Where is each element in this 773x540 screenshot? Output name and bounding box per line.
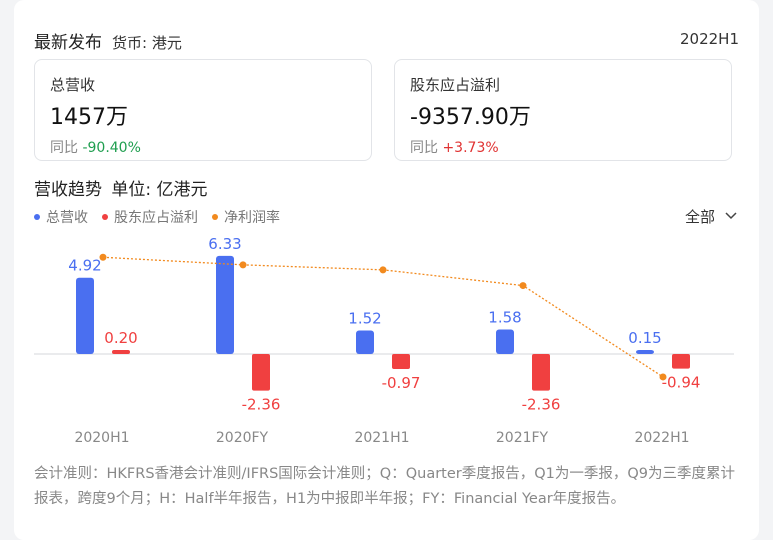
period-filter-dropdown[interactable]: 全部 — [685, 206, 737, 227]
report-period: 2022H1 — [680, 30, 739, 48]
net-margin-line — [102, 256, 664, 378]
legend-dot — [102, 214, 108, 220]
filter-label: 全部 — [684, 208, 715, 226]
profit-data-label: 0.20 — [104, 329, 137, 347]
net-margin-point — [99, 253, 107, 261]
net-margin-point — [379, 266, 387, 274]
revenue-data-label: 1.52 — [348, 309, 381, 327]
trend-title-text: 营收趋势 — [34, 180, 102, 200]
profit-bar — [532, 354, 550, 391]
net-margin-point — [519, 282, 527, 290]
legend-item-margin[interactable]: 净利润率 — [212, 207, 280, 227]
x-tick-label: 2021FY — [496, 430, 549, 446]
revenue-data-label: 1.58 — [488, 309, 521, 327]
chart-legend: 总营收 股东应占溢利 净利润率 — [34, 207, 294, 227]
revenue-data-label: 6.33 — [208, 235, 241, 253]
trend-title: 营收趋势 单位: 亿港元 — [34, 175, 208, 200]
profit-bar — [112, 350, 130, 354]
revenue-bar — [636, 350, 654, 354]
kpi-label: 总营收 — [50, 76, 96, 94]
profit-bar — [392, 354, 410, 370]
legend-item-profit[interactable]: 股东应占溢利 — [102, 207, 198, 227]
profit-data-label: -0.94 — [662, 374, 701, 392]
profit-bar — [672, 354, 690, 369]
profit-data-label: -2.36 — [242, 396, 281, 414]
kpi-value: -9357.90万 — [410, 105, 531, 130]
legend-label: 净利润率 — [224, 210, 280, 226]
legend-dot — [34, 214, 40, 220]
revenue-bar — [496, 329, 514, 354]
revenue-bar — [76, 277, 94, 354]
kpi-value: 1457万 — [50, 105, 128, 130]
financial-summary-card: 最新发布 货币: 港元 2022H1 总营收 1457万 同比 -90.40% … — [14, 0, 759, 540]
profit-data-label: -2.36 — [522, 396, 561, 414]
kpi-yoy: 同比 -90.40% — [50, 137, 371, 157]
kpi-yoy-value: -90.40% — [82, 140, 141, 156]
kpi-yoy: 同比 +3.73% — [410, 137, 731, 157]
net-margin-point — [239, 261, 247, 269]
net-margin-point — [659, 373, 667, 381]
profit-bar — [252, 354, 270, 391]
currency-label: 货币: 港元 — [112, 34, 182, 52]
accounting-footnote: 会计准则：HKFRS香港会计准则/IFRS国际会计准则；Q：Quarter季度报… — [34, 466, 736, 507]
profit-data-label: -0.97 — [382, 374, 421, 392]
kpi-label: 股东应占溢利 — [410, 76, 501, 94]
legend-label: 股东应占溢利 — [114, 210, 198, 226]
kpi-card-profit[interactable]: 股东应占溢利 -9357.90万 同比 +3.73% — [394, 59, 732, 161]
kpi-yoy-label: 同比 — [50, 140, 78, 156]
revenue-data-label: 4.92 — [68, 257, 101, 275]
section-title: 最新发布 — [34, 33, 102, 53]
x-tick-label: 2020H1 — [74, 430, 129, 446]
kpi-yoy-label: 同比 — [410, 140, 438, 156]
revenue-bar — [216, 255, 234, 354]
latest-release-header: 最新发布 货币: 港元 — [34, 28, 182, 53]
legend-dot — [212, 214, 218, 220]
trend-unit: 单位: 亿港元 — [111, 180, 208, 200]
kpi-yoy-value: +3.73% — [442, 140, 499, 156]
chevron-down-icon — [725, 211, 737, 219]
revenue-bar — [356, 330, 374, 354]
legend-label: 总营收 — [46, 210, 88, 226]
x-tick-label: 2021H1 — [354, 430, 409, 446]
kpi-card-revenue[interactable]: 总营收 1457万 同比 -90.40% — [34, 59, 372, 161]
revenue-data-label: 0.15 — [628, 329, 661, 347]
legend-item-revenue[interactable]: 总营收 — [34, 207, 88, 227]
revenue-trend-chart: 4.92 0.20 2020H1 6.33 -2.36 2020FY 1.52 -0.97 20… — [34, 235, 734, 446]
x-tick-label: 2022H1 — [634, 430, 689, 446]
x-tick-label: 2020FY — [216, 430, 269, 446]
